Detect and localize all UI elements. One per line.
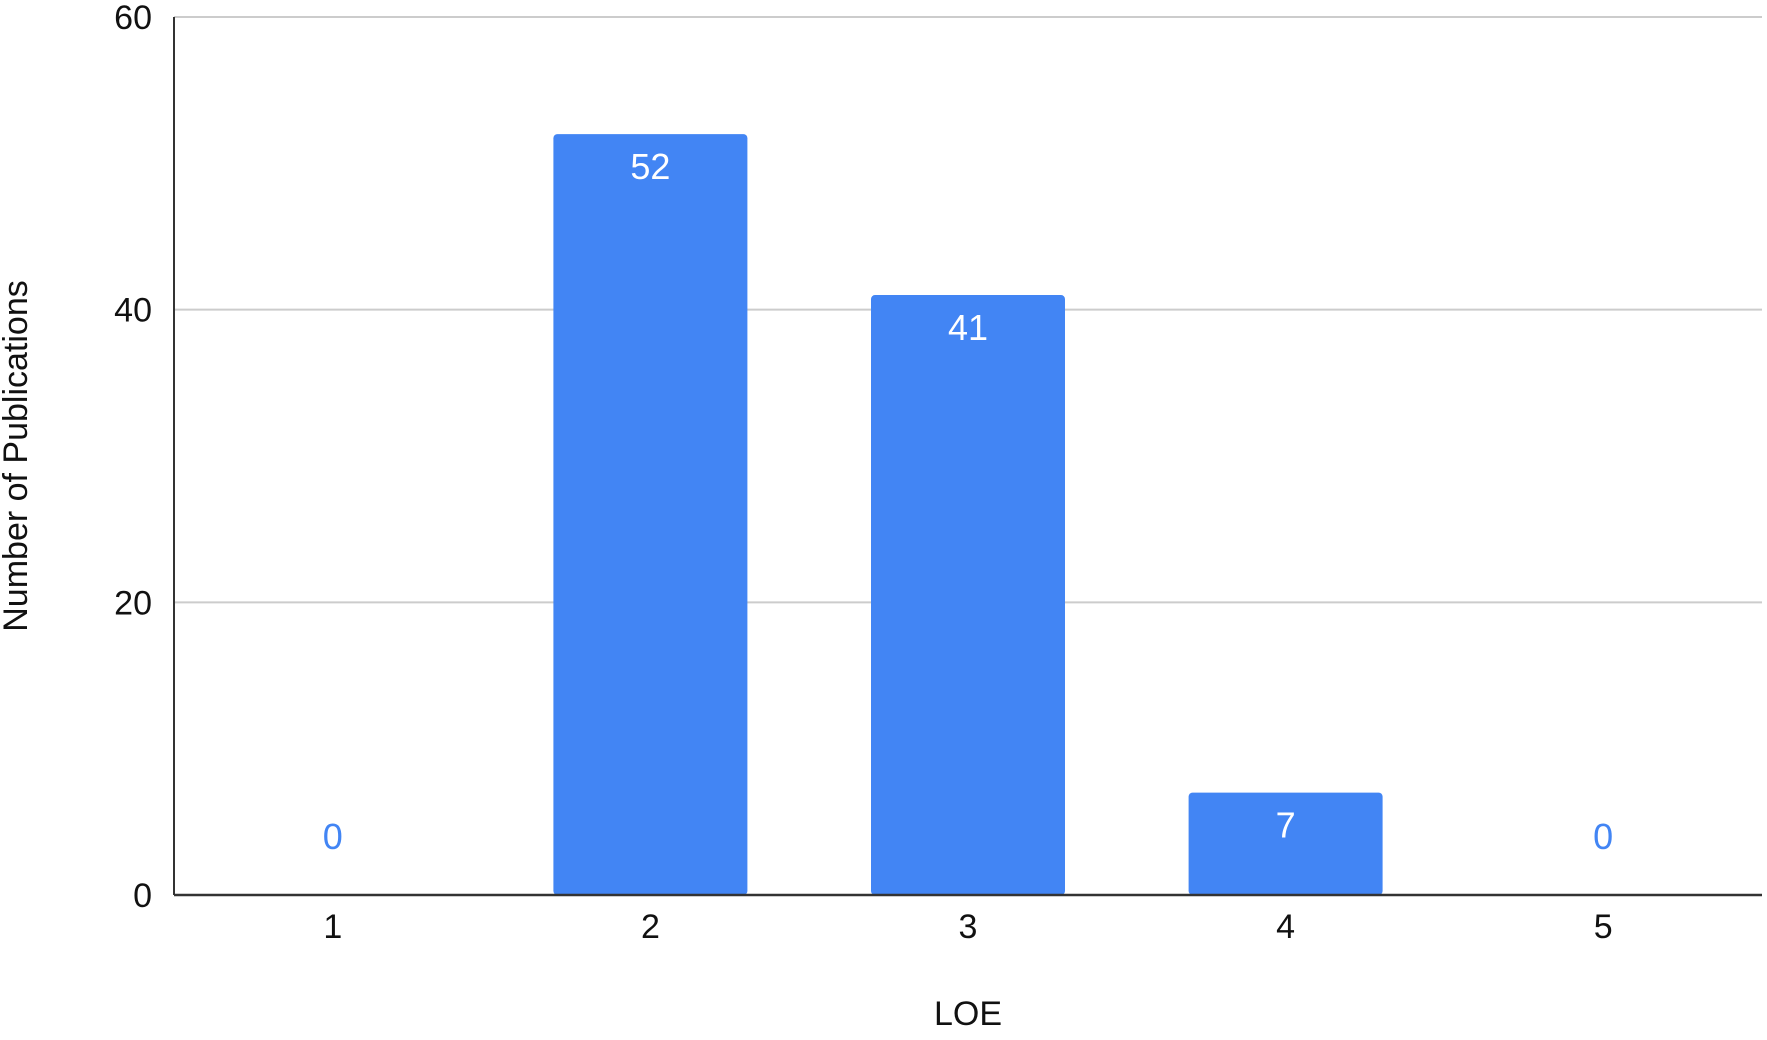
y-tick-label: 20 (114, 584, 152, 622)
bar (871, 295, 1065, 895)
y-tick-labels: 0 20 40 60 (114, 0, 152, 915)
axes (173, 17, 1762, 897)
x-axis-title: LOE (934, 995, 1002, 1033)
bar (1188, 792, 1383, 895)
x-tick-label: 5 (1594, 908, 1613, 946)
data-label: 0 (323, 816, 343, 857)
x-tick-labels: 1 2 3 4 5 (323, 908, 1612, 946)
y-tick-label: 60 (114, 0, 152, 37)
x-tick-label: 2 (641, 908, 660, 946)
data-label: 0 (1593, 816, 1613, 857)
y-axis-title: Number of Publications (0, 280, 35, 632)
data-labels: 0 52 41 7 0 (323, 146, 1613, 857)
x-tick-label: 1 (323, 908, 342, 946)
x-tick-label: 3 (959, 908, 978, 946)
data-label: 7 (1276, 805, 1296, 846)
data-label: 41 (948, 307, 988, 348)
bars (553, 134, 1383, 896)
y-tick-label: 40 (114, 292, 152, 330)
data-label: 52 (630, 146, 670, 187)
bar (553, 134, 748, 896)
y-tick-label: 0 (133, 877, 152, 915)
x-tick-label: 4 (1276, 908, 1295, 946)
